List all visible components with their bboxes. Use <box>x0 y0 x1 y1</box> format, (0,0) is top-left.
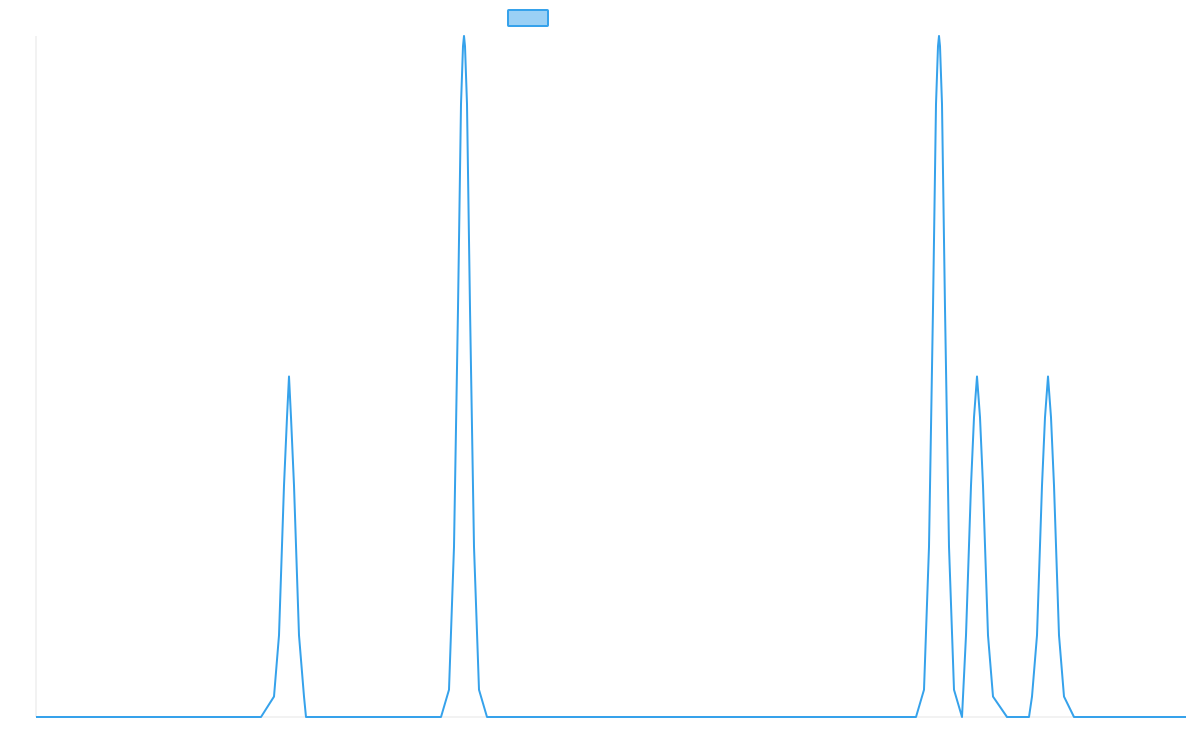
series-layer <box>36 35 1186 718</box>
series-line-1 <box>36 35 1186 718</box>
legend <box>507 9 549 27</box>
legend-swatch[interactable] <box>507 9 549 27</box>
